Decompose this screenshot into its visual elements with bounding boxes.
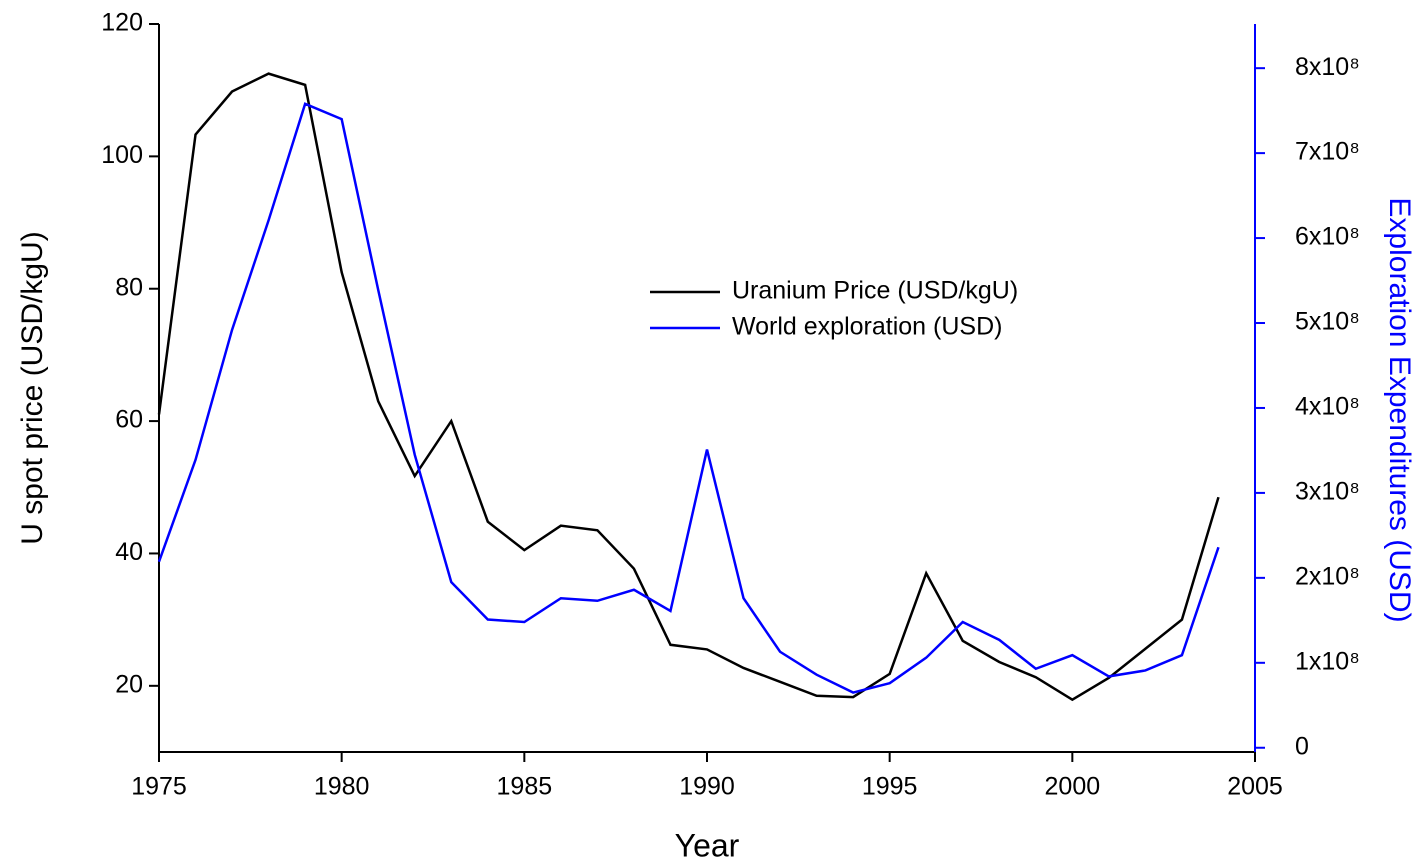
y-tick-label: 60 [115,406,143,434]
legend-label: World exploration (USD) [732,313,1002,341]
y2-tick-label: 2x10⁸ [1295,562,1360,590]
y2-tick-label: 6x10⁸ [1295,223,1360,251]
x-tick-label: 1985 [497,773,553,801]
legend-label: Uranium Price (USD/kgU) [732,277,1018,305]
y2-tick-label: 0 [1295,732,1309,760]
x-tick-label: 2000 [1045,773,1101,801]
y2-axis-title: Exploration Expenditures (USD) [1383,197,1416,622]
x-axis-title: Year [675,827,740,862]
y2-tick-label: 3x10⁸ [1295,478,1360,506]
x-tick-label: 1995 [862,773,918,801]
x-tick-label: 1990 [679,773,735,801]
x-tick-label: 1975 [131,773,187,801]
y-tick-label: 20 [115,670,143,698]
y2-tick-label: 1x10⁸ [1295,647,1360,675]
x-tick-label: 2005 [1227,773,1283,801]
y2-tick-label: 4x10⁸ [1295,393,1360,421]
y2-tick-label: 5x10⁸ [1295,308,1360,336]
y-tick-label: 80 [115,273,143,301]
y-tick-label: 40 [115,538,143,566]
y2-tick-label: 8x10⁸ [1295,53,1360,81]
line-series [157,102,1220,694]
y2-tick-label: 7x10⁸ [1295,138,1360,166]
x-tick-label: 1980 [314,773,370,801]
y-tick-label: 100 [101,141,143,169]
y-tick-label: 120 [101,9,143,37]
line-series [157,72,1220,702]
y-axis-title: U spot price (USD/kgU) [16,231,49,544]
